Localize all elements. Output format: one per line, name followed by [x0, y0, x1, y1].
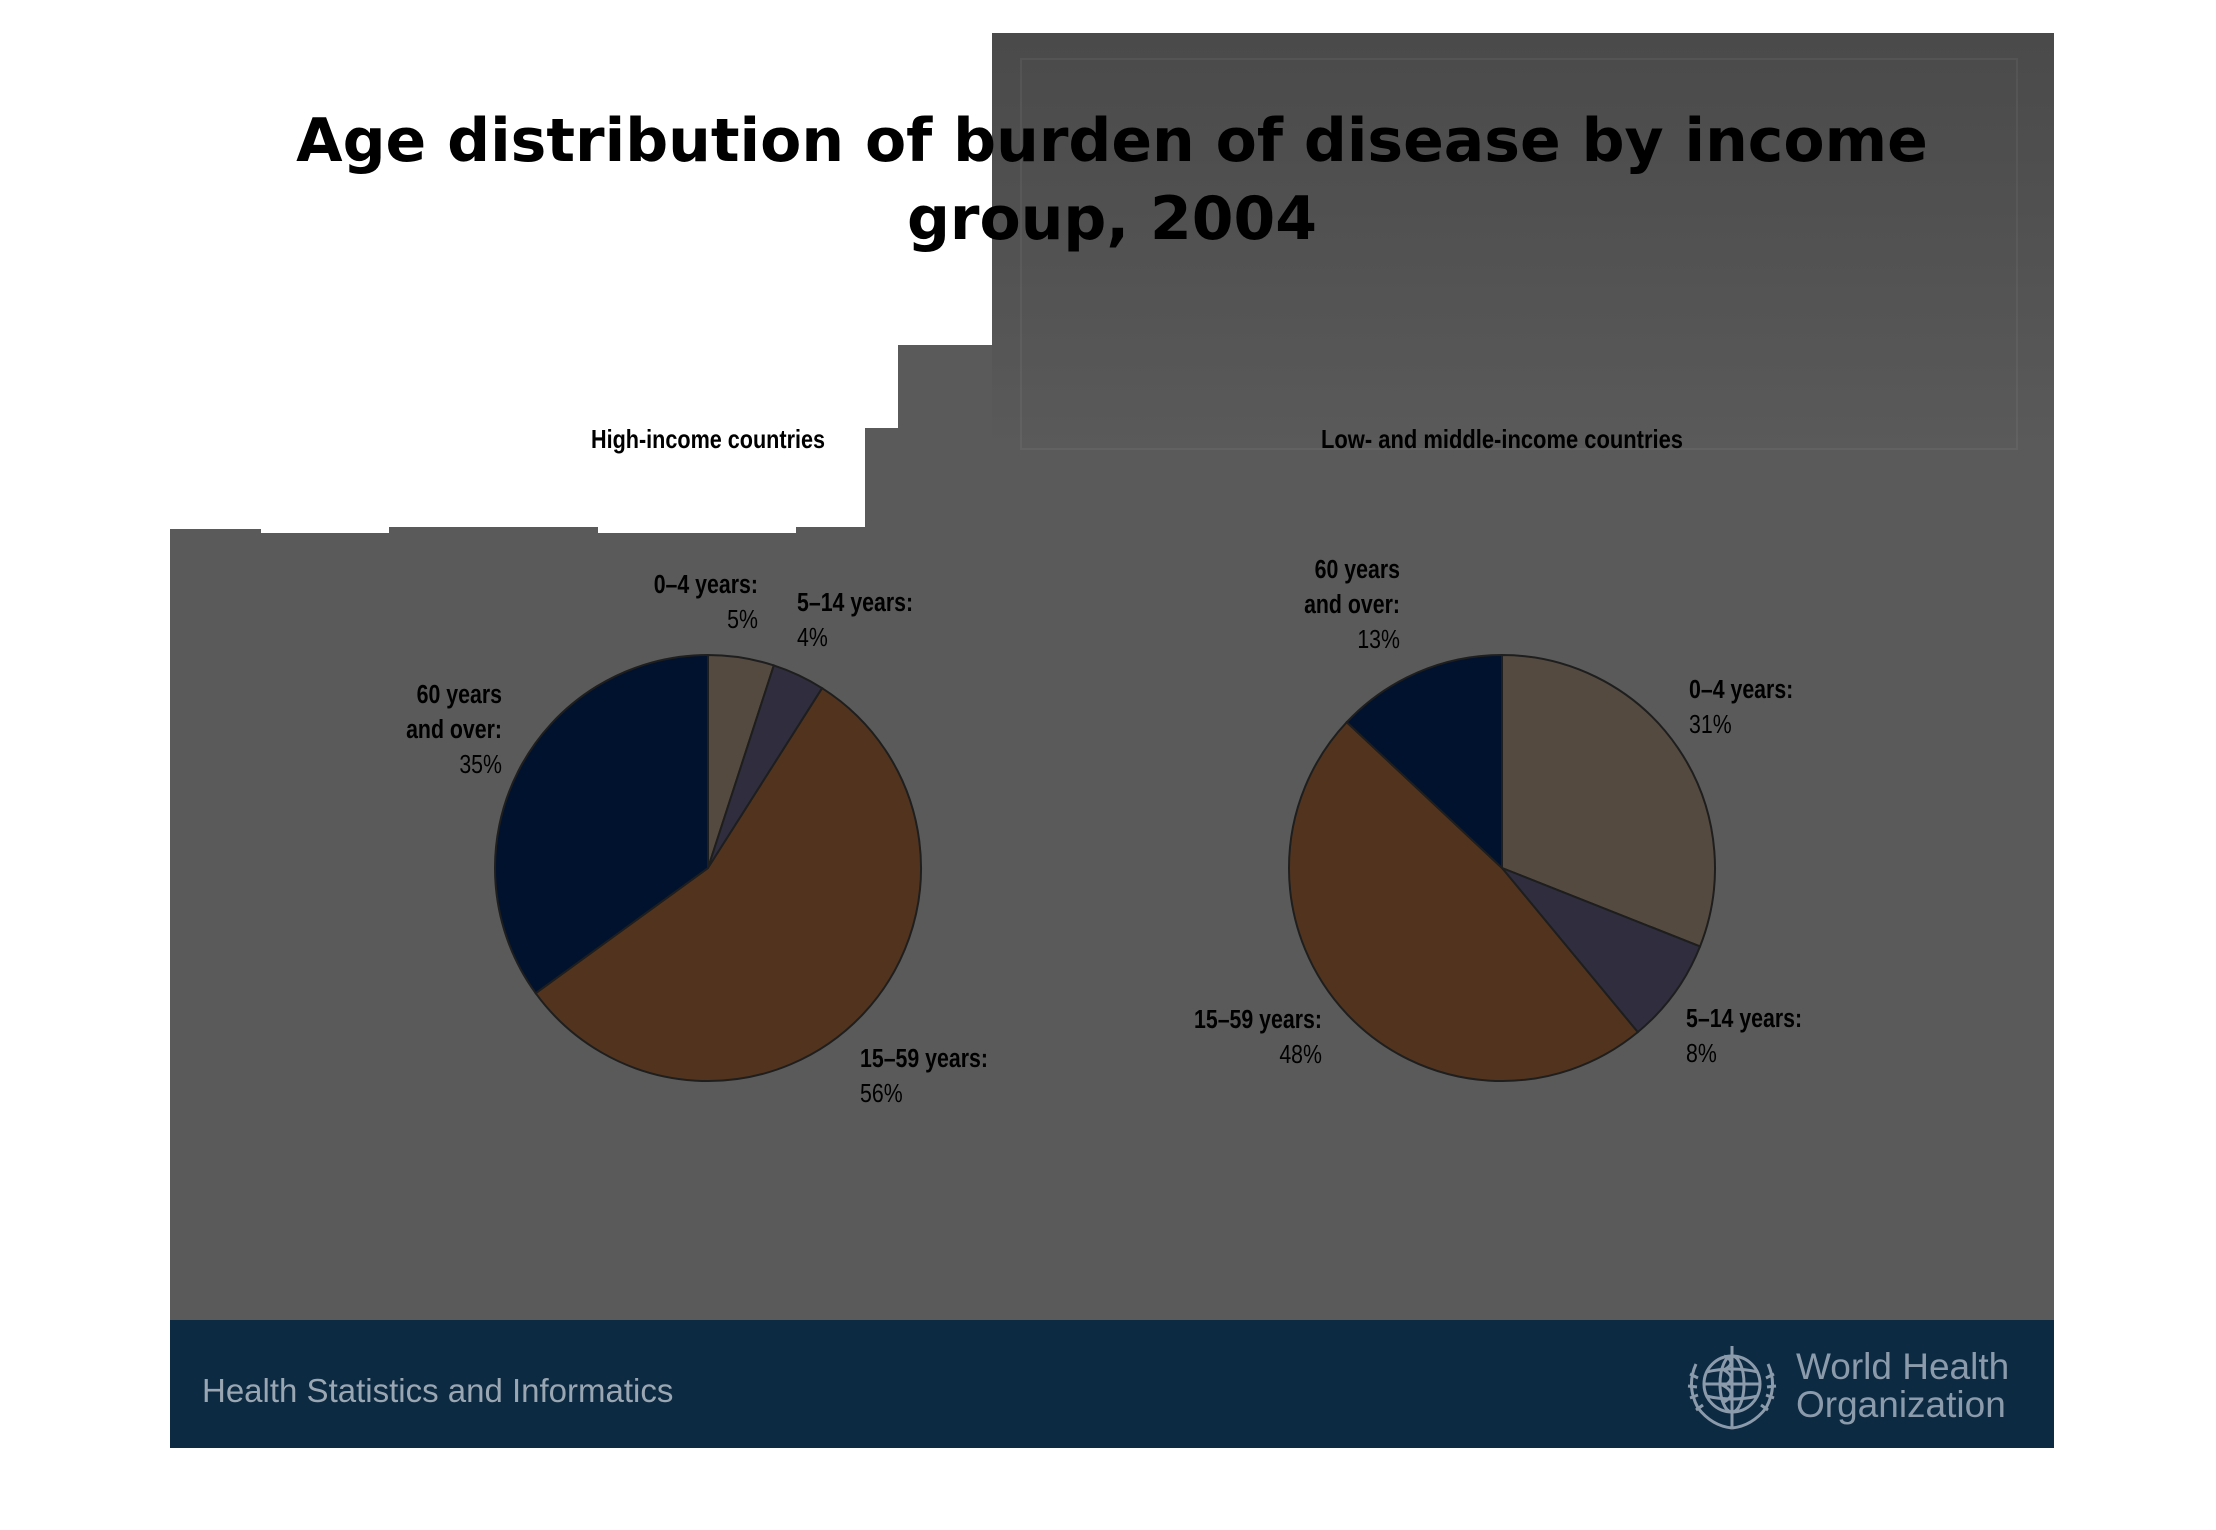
white-overlay [0, 0, 992, 345]
slice-value-label: 13% [1357, 625, 1400, 655]
pie-chart-low-middle-income: Low- and middle-income countries 0–4 yea… [1194, 424, 1802, 1082]
slide-title: Age distribution of burden of disease by… [170, 102, 2054, 258]
pie-chart-high-income: High-income countries 0–4 years: 5% 5–14 y… [406, 424, 988, 1109]
who-emblem-icon [1687, 1346, 1777, 1430]
header-band [992, 33, 2054, 453]
header-frame [1020, 58, 2018, 450]
footer-bar: Health Statistics and Informatics World … [170, 1320, 2054, 1448]
pie-slice [534, 686, 922, 1082]
slice-value-label: 35% [459, 750, 502, 780]
pie-slices [494, 653, 922, 1082]
slice-label: 60 years [1315, 555, 1400, 585]
pie-slice [1501, 653, 1716, 948]
slice-label: and over: [406, 715, 502, 745]
slice-value-label: 8% [1686, 1039, 1717, 1069]
chart-subtitle: High-income countries [591, 424, 825, 454]
slice-label: 5–14 years: [1686, 1004, 1802, 1034]
who-name-line-2: Organization [1796, 1384, 2006, 1425]
slice-label: 5–14 years: [797, 588, 913, 618]
chart-subtitle: Low- and middle-income countries [1321, 424, 1683, 454]
slice-value-label: 56% [860, 1079, 903, 1109]
who-name-line-1: World Health [1796, 1346, 2010, 1387]
slice-label: and over: [1304, 590, 1400, 620]
slice-value-label: 5% [727, 605, 758, 635]
slice-value-label: 48% [1279, 1040, 1322, 1070]
pie-slice [494, 653, 709, 995]
slice-label: 15–59 years: [860, 1044, 988, 1074]
pie-slice [1501, 867, 1702, 1034]
slice-label: 0–4 years: [1689, 675, 1793, 705]
white-overlay [261, 527, 389, 533]
white-overlay [170, 527, 261, 529]
who-logo: World Health Organization [1676, 1332, 2016, 1436]
white-overlay [170, 345, 865, 527]
slide-title-line-1: Age distribution of burden of disease by… [296, 106, 1928, 176]
pie-slices [1288, 653, 1716, 1082]
slice-value-label: 31% [1689, 710, 1732, 740]
slide-title-line-2: group, 2004 [906, 184, 1318, 254]
slice-value-label: 4% [797, 623, 828, 653]
footer-department: Health Statistics and Informatics [202, 1372, 674, 1409]
slice-label: 0–4 years: [654, 570, 758, 600]
slice-label: 60 years [417, 680, 502, 710]
who-name: World Health Organization [1796, 1348, 2009, 1424]
pie-labels: 0–4 years: 5% 5–14 years: 4% 15–59 years: 56%… [406, 570, 988, 1109]
pie-slice [1288, 720, 1640, 1082]
white-overlay [598, 527, 796, 533]
slice-label: 15–59 years: [1194, 1005, 1322, 1035]
pie-labels: 0–4 years: 31% 5–14 years: 8% 15–59 years: 48… [1194, 555, 1802, 1070]
pie-slice [1345, 653, 1503, 871]
white-overlay [865, 345, 898, 428]
